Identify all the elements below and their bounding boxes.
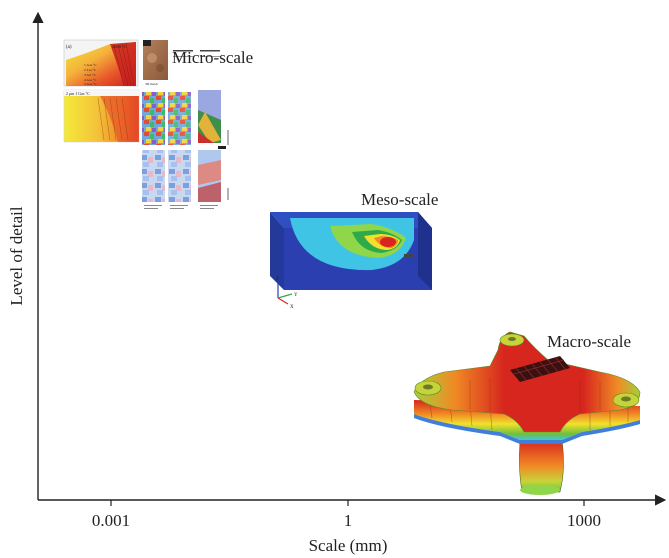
micro-mid-caption: 2 μm 1 Gas °C [66,91,90,96]
micro-scale-label: Micro-scale [172,48,253,67]
meso-axis-triad: Z Y X [276,277,298,310]
svg-text:3 Sol °C: 3 Sol °C [84,73,97,77]
macro-scale-label: Macro-scale [547,332,631,351]
y-axis-label: Level of detail [7,206,26,305]
micro-scale-figure: (a) 2000 °C 1 Gas °C 2 Liq °C 3 Sol °C 4… [63,39,229,209]
micro-melt-pool-top: (a) 2000 °C 1 Gas °C 2 Liq °C 3 Sol °C 4… [63,39,139,87]
micro-top-temp: 2000 °C [112,44,127,49]
svg-text:Y: Y [294,293,298,298]
x-tick-label-2: 1000 [567,511,601,530]
meso-scale-figure: Z Y X [270,212,432,310]
micro-top-caption: (a) [66,45,72,50]
svg-text:X: X [290,305,294,310]
meso-scale-label: Meso-scale [361,190,438,209]
svg-text:5 Gas °C: 5 Gas °C [84,82,97,86]
micro-photo: 3D mesh [143,40,168,86]
micro-legend: 1 Gas °C 2 Liq °C 3 Sol °C 4 Gas °C 5 Ga… [84,63,97,86]
svg-text:Z: Z [276,277,279,282]
x-tick-label-0: 0.001 [92,511,130,530]
micro-photo-caption: 3D mesh [145,82,158,86]
x-axis-label: Scale (mm) [309,536,388,555]
svg-text:1 Gas °C: 1 Gas °C [84,63,97,67]
macro-bosses [414,333,640,408]
macro-scale-figure [413,331,641,495]
svg-text:4 Gas °C: 4 Gas °C [84,78,97,82]
micro-scalebars [173,50,220,57]
svg-text:2 Liq °C: 2 Liq °C [84,68,97,72]
x-tick-label-1: 1 [344,511,353,530]
micro-grain-maps [142,90,229,209]
micro-melt-pool-mid: 2 μm 1 Gas °C [63,89,140,143]
macro-lattice-block [510,356,570,382]
